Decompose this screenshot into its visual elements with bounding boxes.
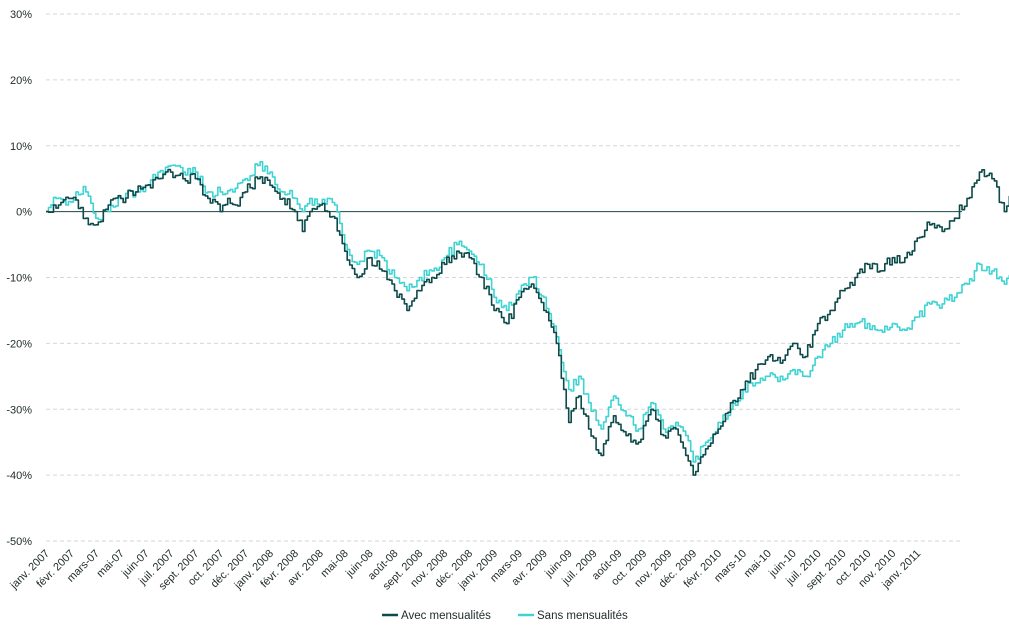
series-line-avec-mensualites: [46, 168, 1009, 476]
x-tick-label: mai-07: [95, 548, 127, 580]
y-tick-label: 30%: [10, 9, 32, 21]
y-tick-label: -10%: [6, 273, 32, 285]
legend-avec-label: Avec mensualités: [401, 610, 491, 622]
y-tick-label: 20%: [10, 75, 32, 87]
y-tick-label: -20%: [6, 338, 32, 350]
y-tick-label: -50%: [6, 536, 32, 548]
x-tick-label: mai-08: [319, 548, 351, 580]
series-line-sans-mensualites: [46, 161, 1009, 463]
x-tick-label: mai-10: [742, 548, 774, 580]
y-tick-label: 0%: [16, 207, 32, 219]
legend-sans-label: Sans mensualités: [537, 610, 628, 622]
y-tick-label: 10%: [10, 141, 32, 153]
y-tick-label: -40%: [6, 470, 32, 482]
y-tick-label: -30%: [6, 404, 32, 416]
